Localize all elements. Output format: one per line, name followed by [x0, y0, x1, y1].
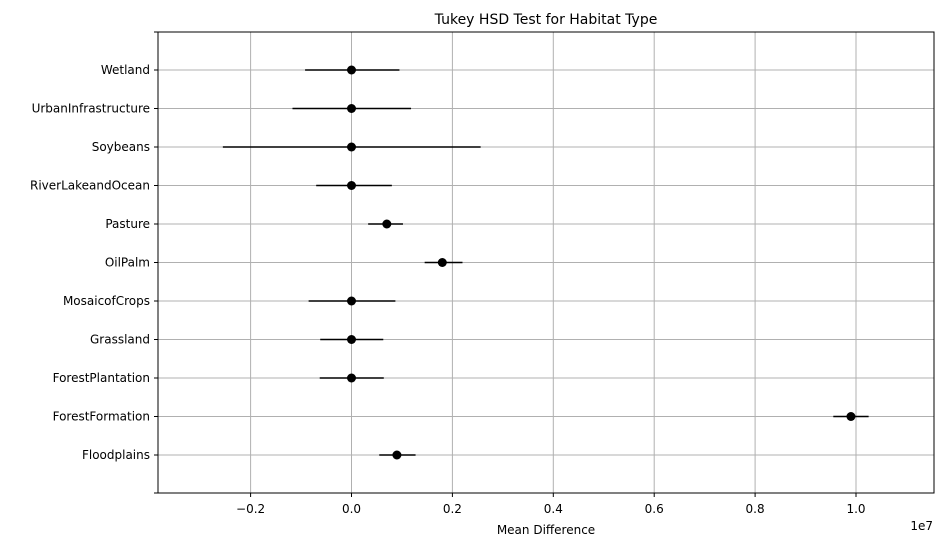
x-tick-label: 0.8 [746, 502, 765, 516]
mean-point [347, 373, 356, 383]
mean-points [347, 65, 856, 460]
mean-point [347, 65, 356, 75]
y-tick-label: Floodplains [82, 448, 150, 462]
y-tick-label: ForestFormation [53, 410, 150, 424]
x-axis-ticks: −0.2 0.0 0.2 0.4 0.6 0.8 1.0 [236, 493, 866, 516]
x-tick-label: −0.2 [236, 502, 265, 516]
y-axis-ticks: Floodplains ForestFormation ForestPlantati… [30, 31, 158, 494]
mean-point [347, 335, 356, 344]
x-tick-label: 0.4 [544, 502, 563, 516]
x-axis-offset-label: 1e7 [910, 519, 933, 533]
y-tick-label: RiverLakeandOcean [30, 179, 150, 193]
mean-point [846, 412, 856, 421]
y-tick-label: MosaicofCrops [63, 294, 150, 308]
x-tick-label: 0.2 [443, 502, 462, 516]
x-axis-title: Mean Difference [497, 523, 595, 537]
mean-point [347, 181, 356, 190]
y-tick-label: Grassland [90, 333, 150, 347]
mean-point [382, 219, 392, 229]
mean-point [392, 450, 402, 460]
y-tick-label: OilPalm [105, 256, 150, 270]
y-tick-label: ForestPlantation [53, 371, 150, 385]
y-tick-label: Wetland [101, 63, 150, 77]
x-tick-label: 0.0 [342, 502, 361, 516]
y-tick-label: Pasture [105, 217, 150, 231]
mean-point [347, 142, 356, 152]
grid [158, 32, 934, 493]
x-tick-label: 0.6 [645, 502, 664, 516]
chart-title: Tukey HSD Test for Habitat Type [434, 12, 658, 28]
mean-point [437, 258, 447, 267]
x-tick-label: 1.0 [846, 502, 865, 516]
mean-point [347, 296, 356, 306]
y-tick-label: Soybeans [92, 140, 150, 154]
mean-point [347, 104, 356, 113]
y-tick-label: UrbanInfrastructure [32, 102, 150, 116]
